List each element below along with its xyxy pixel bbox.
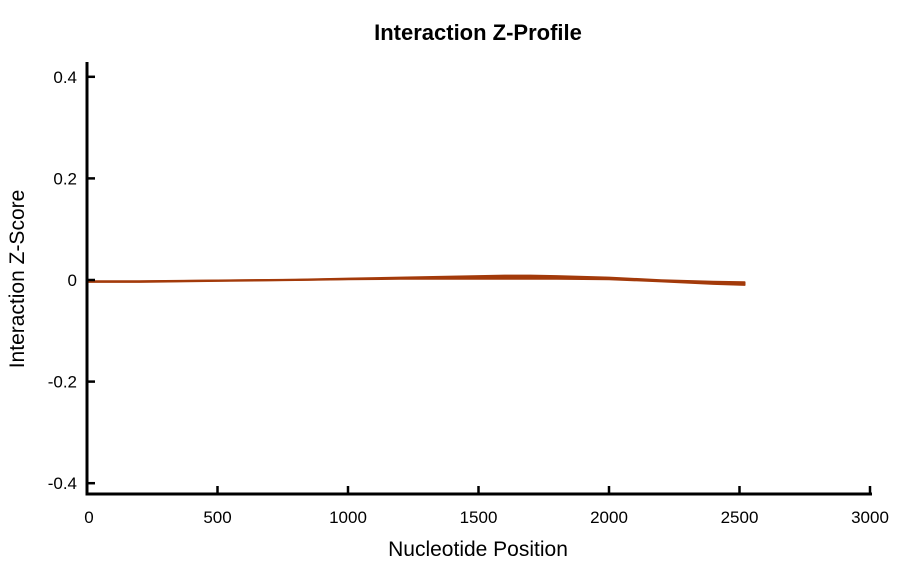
- x-tick-label: 0: [84, 508, 93, 527]
- y-tick-label: 0: [68, 271, 77, 290]
- y-tick-label: -0.4: [48, 474, 77, 493]
- x-tick-label: 1000: [329, 508, 367, 527]
- y-tick-label: 0.2: [53, 169, 77, 188]
- series-layer: [86, 274, 746, 286]
- x-tick-label: 2000: [590, 508, 628, 527]
- plot-area: 0 500 1000 1500 2000 2500 3000 -0.4 -0.2 0 0.2 0.4: [48, 62, 889, 527]
- x-tick-label: 1500: [460, 508, 498, 527]
- y-axis-label: Interaction Z-Score: [6, 190, 29, 369]
- y-ticks: -0.4 -0.2 0 0.2 0.4: [48, 68, 95, 493]
- x-axis-label: Nucleotide Position: [388, 538, 568, 561]
- y-tick-label: 0.4: [53, 68, 77, 87]
- x-tick-label: 500: [203, 508, 231, 527]
- chart-title: Interaction Z-Profile: [374, 20, 582, 45]
- series-line: [87, 276, 745, 285]
- x-tick-label: 3000: [851, 508, 889, 527]
- y-tick-label: -0.2: [48, 373, 77, 392]
- x-tick-label: 2500: [721, 508, 759, 527]
- x-ticks: 0 500 1000 1500 2000 2500 3000: [84, 486, 889, 527]
